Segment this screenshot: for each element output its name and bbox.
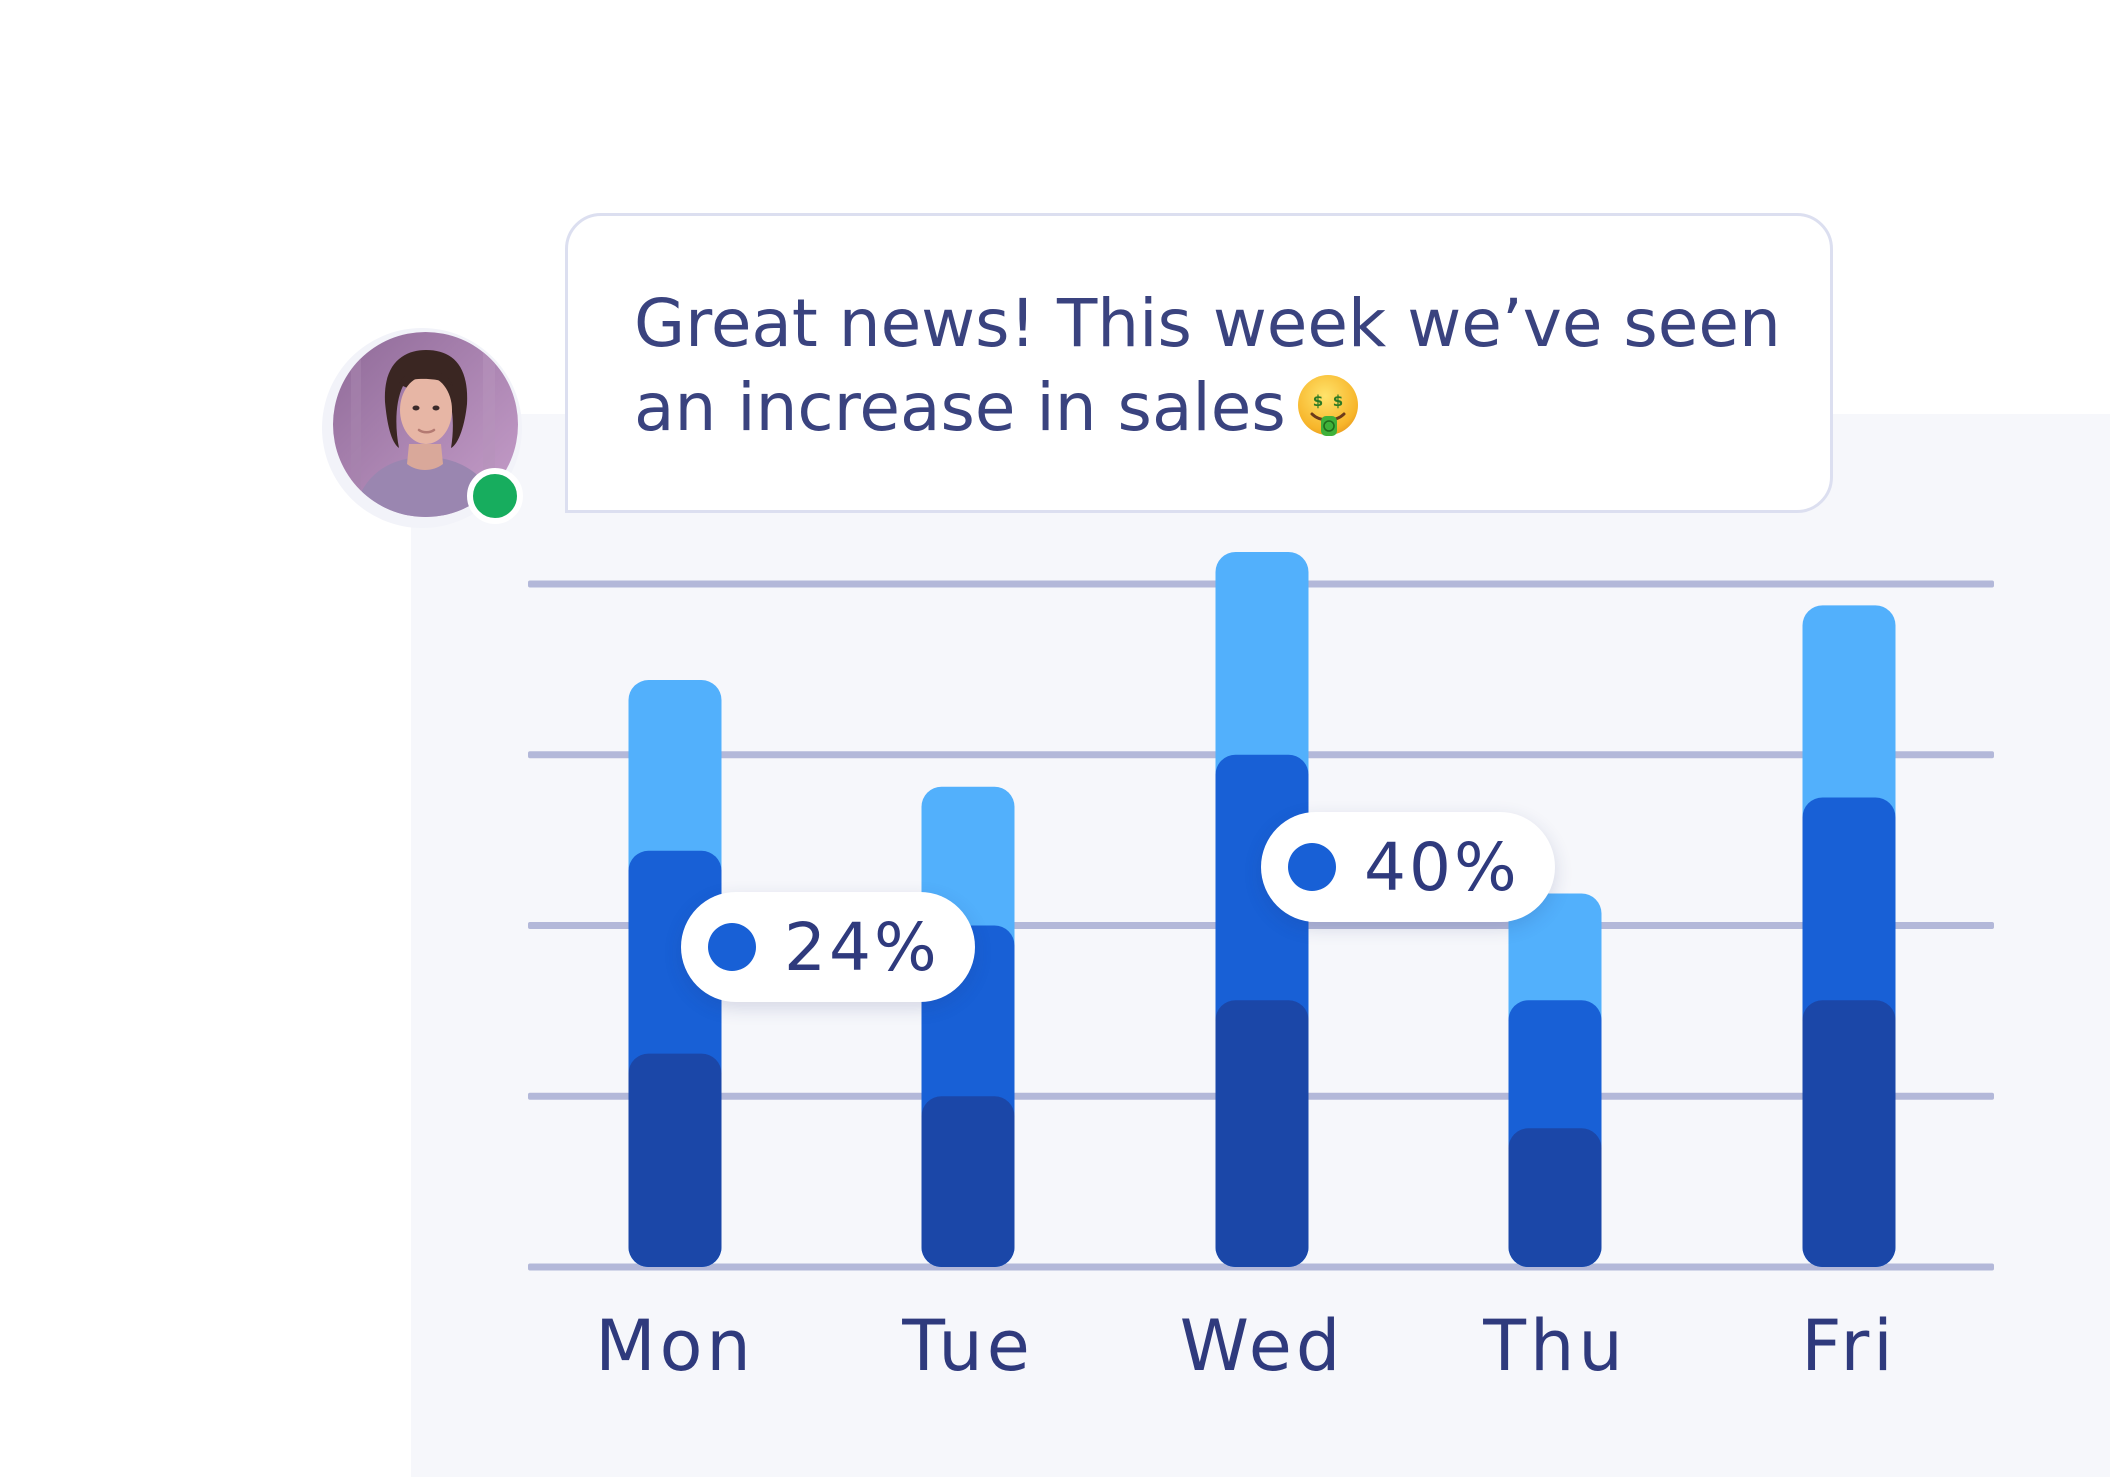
bar-segment-bottom-thu[interactable]	[1508, 1128, 1602, 1267]
callout-percentage: 40%	[1364, 828, 1520, 906]
bar-segment-bottom-wed[interactable]	[1215, 1000, 1309, 1267]
callout-dot	[1288, 843, 1336, 891]
callout-dot	[708, 923, 756, 971]
x-axis-label-wed: Wed	[1179, 1305, 1345, 1387]
message-text-container: Great news! This week we’ve seen an incr…	[634, 282, 1814, 460]
chat-message-bubble: Great news! This week we’ve seen an incr…	[565, 213, 1833, 513]
x-axis-label-thu: Thu	[1483, 1305, 1627, 1387]
bar-segment-bottom-fri[interactable]	[1802, 1000, 1896, 1267]
svg-text:$: $	[1333, 392, 1343, 410]
message-text: Great news! This week we’ve seen an incr…	[634, 285, 1781, 446]
x-axis-label-mon: Mon	[595, 1305, 755, 1387]
svg-text:$: $	[1313, 392, 1323, 410]
callout-wed: 40%	[1261, 812, 1555, 922]
online-status-indicator	[467, 468, 523, 524]
x-axis-label-fri: Fri	[1801, 1305, 1897, 1387]
bar-segment-bottom-tue[interactable]	[921, 1096, 1015, 1267]
callout-mon: 24%	[681, 892, 975, 1002]
x-axis-label-tue: Tue	[902, 1305, 1034, 1387]
callout-percentage: 24%	[784, 908, 940, 986]
bar-segment-bottom-mon[interactable]	[628, 1053, 722, 1267]
money-mouth-face-icon: $ $	[1294, 372, 1362, 460]
